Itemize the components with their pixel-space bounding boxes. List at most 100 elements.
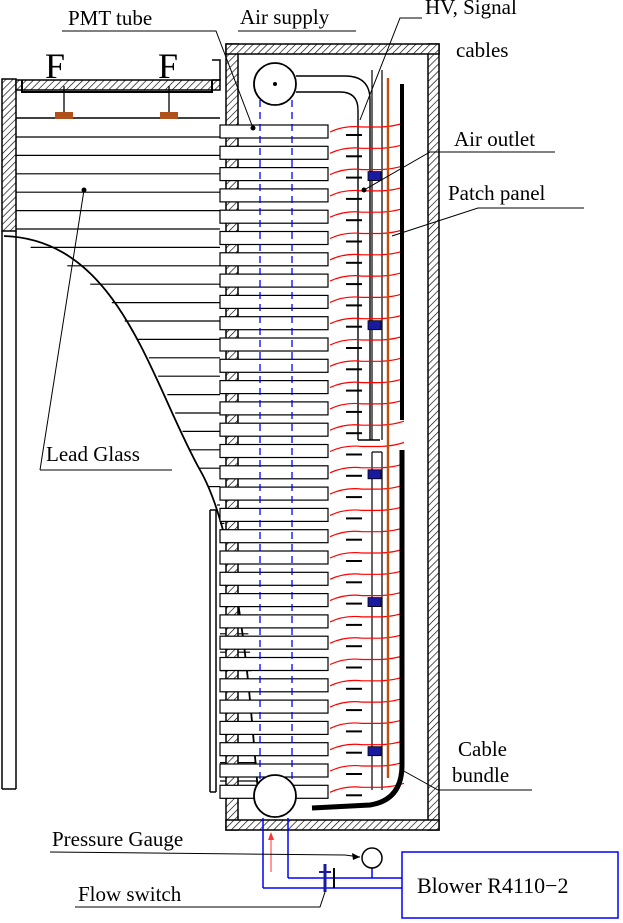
red-cable xyxy=(329,612,405,623)
red-cable xyxy=(329,165,405,176)
pmt-tube xyxy=(219,422,329,437)
top-bracket xyxy=(21,80,213,93)
pmt-tube xyxy=(219,145,329,160)
red-cable xyxy=(329,292,405,303)
pmt-tube xyxy=(219,465,329,480)
pmt-tube xyxy=(219,742,329,757)
flow-switch-icon xyxy=(319,864,335,892)
red-cable xyxy=(329,441,405,453)
label-air-supply: Air supply xyxy=(240,5,330,29)
blower-label: Blower R4110−2 xyxy=(417,873,569,898)
pmt-tube xyxy=(219,358,329,373)
pmt-tube xyxy=(219,252,329,267)
pmt-tube xyxy=(219,316,329,331)
label-patch-panel: Patch panel xyxy=(448,181,546,205)
red-cable xyxy=(329,335,405,346)
pmt-tube xyxy=(219,380,329,395)
pmt-tube xyxy=(219,443,329,459)
air-plumbing xyxy=(262,818,402,892)
red-cable xyxy=(329,548,405,559)
red-cable xyxy=(329,697,405,708)
f-marker-right xyxy=(160,112,178,119)
lead-glass-frame xyxy=(1,59,221,793)
air-supply-center xyxy=(273,82,277,86)
red-cable xyxy=(329,591,405,602)
red-cable xyxy=(329,356,405,367)
enclosure-bottom xyxy=(225,819,440,831)
red-cable xyxy=(329,186,405,197)
cable-bundle-lower xyxy=(311,450,405,811)
enclosure-right-wall xyxy=(427,43,440,831)
pmt-tube xyxy=(219,571,329,586)
pmt-tube xyxy=(219,720,329,736)
pmt-tube xyxy=(219,188,329,203)
red-cable xyxy=(329,143,405,154)
red-cable xyxy=(329,527,405,538)
cable-connector xyxy=(367,320,382,331)
red-cable xyxy=(329,569,405,580)
pmt-tube xyxy=(219,209,329,224)
red-cable xyxy=(329,314,405,325)
red-cable xyxy=(329,718,405,729)
label-pressure-gauge: Pressure Gauge xyxy=(52,827,183,851)
pmt-tube xyxy=(219,529,329,544)
label-flow-switch: Flow switch xyxy=(78,882,182,906)
pressure-gauge-icon xyxy=(361,847,383,869)
bottom-air-circle xyxy=(253,774,297,818)
pmt-tube xyxy=(219,167,329,182)
pmt-tube xyxy=(219,550,329,565)
pmt-tube xyxy=(219,678,329,693)
cable-connector xyxy=(367,171,382,182)
pmt-tube xyxy=(219,592,329,608)
air-duct xyxy=(296,75,371,440)
red-cable xyxy=(329,399,405,410)
label-air-outlet: Air outlet xyxy=(454,127,535,151)
cable-connector xyxy=(367,469,382,480)
red-cable xyxy=(329,740,405,751)
pmt-tube xyxy=(219,337,329,352)
red-cable xyxy=(329,463,405,474)
label-hv-signal-2: cables xyxy=(456,38,508,62)
left-hatched-wall xyxy=(1,78,17,232)
red-cable xyxy=(329,633,405,644)
red-cable xyxy=(329,122,405,133)
red-cable xyxy=(329,228,405,240)
pmt-tubes xyxy=(219,124,329,799)
pmt-tube xyxy=(219,507,329,522)
f-marker-left xyxy=(55,112,73,119)
top-hatched-ledge xyxy=(15,79,221,91)
red-cable xyxy=(329,505,405,516)
pmt-tube xyxy=(219,401,329,416)
cable-connector xyxy=(367,597,382,607)
pmt-tube xyxy=(219,273,329,288)
cable-connector xyxy=(367,746,382,757)
red-cable xyxy=(329,420,405,431)
red-cable xyxy=(329,378,405,389)
pmt-tube xyxy=(219,230,329,246)
red-cable xyxy=(329,207,405,218)
pmt-tube xyxy=(219,486,329,501)
label-hv-signal-1: HV, Signal xyxy=(425,0,517,19)
pmt-tube xyxy=(219,614,329,629)
label-pmt-tube: PMT tube xyxy=(68,6,152,30)
red-cable xyxy=(329,271,405,282)
pmt-tube xyxy=(219,294,329,309)
pmt-tube xyxy=(219,699,329,714)
red-cable xyxy=(329,676,405,687)
red-cable xyxy=(329,761,405,772)
red-cable xyxy=(329,484,405,495)
label-cable-1: Cable xyxy=(458,737,507,761)
pmt-tube xyxy=(219,656,329,672)
signal-cables xyxy=(329,122,405,797)
label-f-right: F xyxy=(158,46,178,86)
pmt-tube xyxy=(219,124,329,139)
label-f-left: F xyxy=(45,46,65,86)
red-cable xyxy=(329,250,405,261)
label-cable-2: bundle xyxy=(452,763,509,787)
enclosure-top xyxy=(225,43,440,55)
red-cable xyxy=(329,654,405,666)
blower-box xyxy=(401,851,619,919)
leader-lines xyxy=(39,17,584,908)
pmt-tube xyxy=(219,635,329,650)
